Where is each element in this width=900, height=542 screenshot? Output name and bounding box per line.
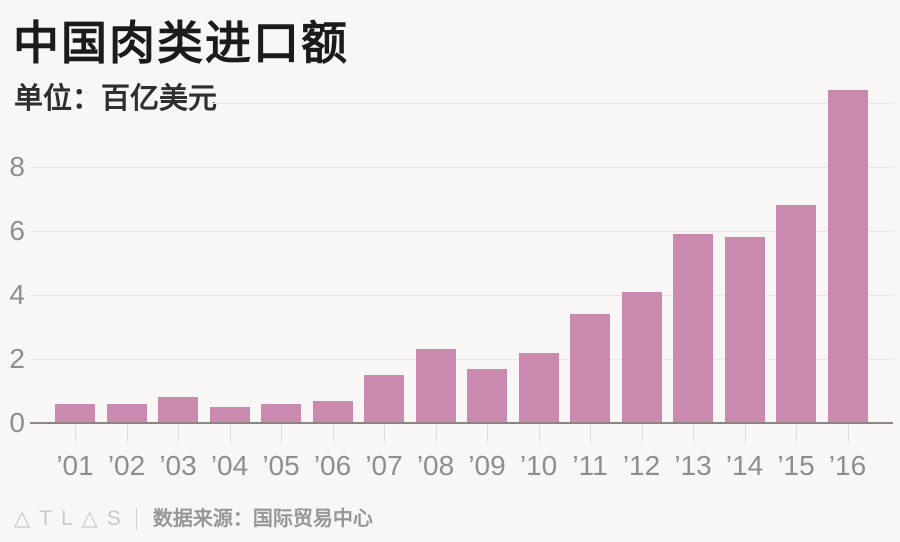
x-tick-01 — [75, 425, 76, 442]
chart-title: 中国肉类进口额 — [13, 17, 349, 69]
x-tick-05 — [281, 425, 282, 442]
x-axis-label-02: ’02 — [107, 450, 146, 481]
bar-09 — [467, 369, 507, 423]
data-source-label: 数据来源：国际贸易中心 — [152, 508, 373, 530]
x-axis-label-16: ’16 — [828, 450, 867, 481]
x-tick-14 — [744, 425, 746, 442]
bar-01 — [55, 404, 95, 423]
bar-06 — [312, 401, 353, 423]
x-axis-label-13: ’13 — [674, 450, 712, 481]
x-axis-label-07: ’07 — [365, 450, 403, 481]
x-tick-10 — [538, 425, 540, 442]
x-axis-label-08: ’08 — [416, 450, 455, 481]
gridline-2 — [31, 359, 893, 360]
gridline-4 — [31, 295, 893, 296]
y-axis-label-8: 8 — [9, 151, 25, 182]
gridline-6 — [31, 231, 893, 232]
x-axis-label-14: ’14 — [725, 450, 764, 481]
bar-05 — [261, 404, 301, 423]
gridline-8 — [31, 167, 893, 168]
bar-15 — [776, 205, 816, 423]
x-axis-label-12: ’12 — [622, 450, 661, 481]
bar-08 — [415, 349, 456, 423]
bar-02 — [106, 404, 147, 423]
chart-unit-label: 单位：百亿美元 — [14, 83, 218, 115]
bar-13 — [673, 234, 713, 423]
bar-11 — [570, 314, 610, 423]
x-axis-label-11: ’11 — [572, 450, 608, 481]
bar-10 — [518, 353, 559, 423]
x-tick-15 — [796, 425, 797, 442]
bar-04 — [209, 407, 250, 423]
x-axis-label-15: ’15 — [777, 450, 815, 481]
y-axis-label-4: 4 — [9, 279, 25, 310]
x-tick-13 — [693, 425, 694, 442]
bar-07 — [364, 375, 404, 423]
x-tick-08 — [435, 425, 437, 442]
x-tick-06 — [332, 425, 334, 442]
x-tick-07 — [384, 425, 385, 442]
x-axis-label-01: ’01 — [56, 450, 94, 481]
y-axis-label-0: 0 — [9, 407, 25, 438]
x-tick-03 — [178, 425, 179, 442]
bar-12 — [621, 292, 662, 423]
bar-16 — [827, 90, 868, 423]
y-axis-label-2: 2 — [9, 343, 25, 374]
atlas-logo: △TL△S — [14, 507, 130, 530]
gridline-10 — [208, 103, 893, 104]
x-tick-04 — [229, 425, 231, 442]
bar-03 — [158, 397, 198, 423]
y-axis-label-6: 6 — [9, 215, 25, 246]
footer: △TL△S 数据来源：国际贸易中心 — [14, 504, 373, 534]
x-axis-label-04: ’04 — [210, 450, 249, 481]
x-axis-label-10: ’10 — [519, 450, 558, 481]
x-axis-label-09: ’09 — [468, 450, 506, 481]
x-axis-line — [30, 422, 893, 424]
bar-14 — [724, 237, 765, 423]
x-tick-16 — [847, 425, 849, 442]
x-axis-label-05: ’05 — [262, 450, 300, 481]
x-axis-label-03: ’03 — [159, 450, 197, 481]
x-tick-12 — [641, 425, 643, 442]
x-tick-11 — [590, 425, 591, 442]
x-axis-label-06: ’06 — [313, 450, 352, 481]
footer-divider — [135, 508, 137, 530]
x-tick-09 — [487, 425, 488, 442]
x-tick-02 — [126, 425, 128, 442]
